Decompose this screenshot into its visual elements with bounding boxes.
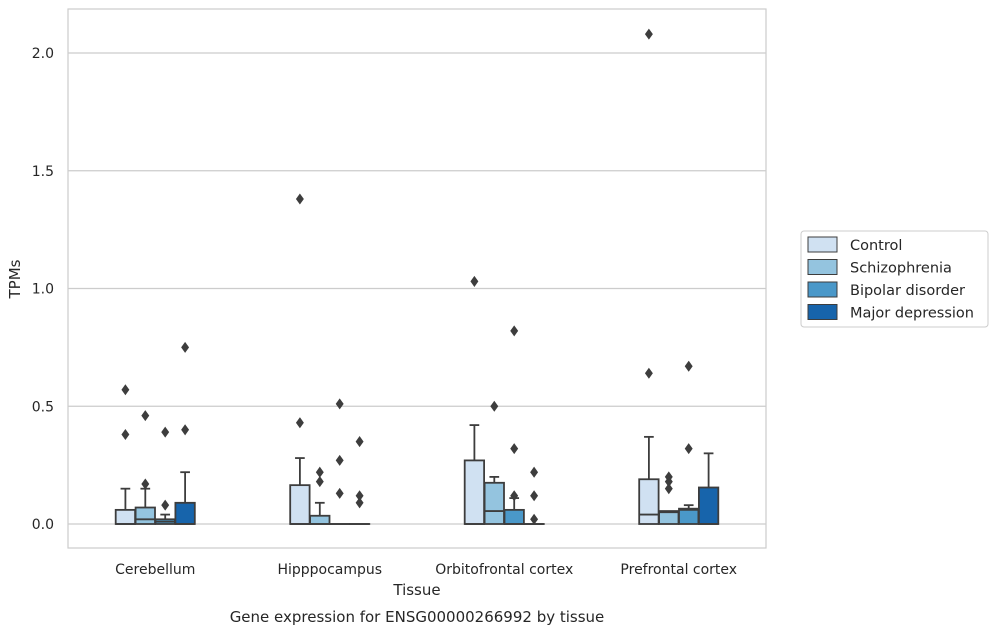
box-body — [463, 459, 486, 525]
y-tick-label: 1.5 — [32, 164, 54, 180]
outlier-point — [530, 466, 539, 478]
outlier-point — [141, 478, 150, 490]
outlier-point — [510, 443, 519, 455]
box-control — [638, 28, 660, 525]
outlier-point — [121, 428, 130, 441]
box-body — [134, 506, 156, 525]
chart-caption: Gene expression for ENSG00000266992 by t… — [230, 608, 605, 626]
outlier-point — [530, 490, 539, 502]
outlier-point — [295, 417, 304, 429]
outlier-point — [161, 426, 170, 438]
box-control — [289, 193, 311, 525]
legend-swatch — [807, 304, 838, 320]
outlier-point — [470, 275, 479, 287]
legend-frame — [800, 230, 989, 328]
box-body — [309, 514, 331, 525]
y-tick-label: 0.0 — [32, 517, 54, 533]
legend-label: Schizophrenia — [850, 261, 952, 277]
outlier-point — [684, 360, 693, 372]
y-axis-ticks: 0.0 0.5 1.0 1.5 2.0 — [32, 46, 54, 533]
plot-area — [67, 8, 767, 549]
outlier-point — [510, 490, 519, 502]
x-tick-label: Hipppocampus — [277, 562, 382, 578]
legend-label: Bipolar disorder — [850, 283, 965, 299]
box-bipolar-disorder — [329, 398, 351, 525]
outlier-point — [181, 424, 190, 436]
outlier-point — [141, 410, 150, 422]
box-body — [114, 508, 136, 525]
outlier-point — [335, 398, 344, 410]
box-bipolar-disorder — [503, 325, 525, 525]
outlier-point — [181, 341, 190, 353]
box-groups — [114, 28, 720, 525]
legend-swatch — [807, 259, 838, 275]
outlier-point — [315, 466, 324, 478]
x-axis-label: Tissue — [392, 581, 440, 599]
outlier-point — [490, 400, 499, 412]
y-tick-label: 1.0 — [32, 282, 54, 298]
box-schizophrenia — [134, 410, 156, 525]
box-major-depression — [174, 341, 196, 525]
outlier-point — [335, 454, 344, 466]
legend-swatch — [807, 236, 838, 253]
outlier-point — [355, 436, 364, 448]
legend: Control Schizophrenia Bipolar disorder Majo… — [800, 230, 989, 328]
box-major-depression — [698, 452, 720, 525]
x-tick-label: Orbitofrontal cortex — [435, 562, 573, 578]
outlier-point — [664, 471, 673, 483]
outlier-point — [510, 325, 519, 337]
outlier-point — [355, 497, 364, 509]
box-body — [638, 478, 660, 525]
box-body — [483, 481, 505, 525]
box-body — [503, 508, 525, 525]
box-body — [174, 501, 196, 525]
outlier-point — [664, 483, 673, 495]
outlier-point — [335, 487, 344, 499]
x-tick-label: Prefrontal cortex — [620, 562, 737, 578]
box-schizophrenia — [309, 466, 331, 525]
outlier-point — [644, 367, 653, 379]
outlier-point — [295, 193, 304, 205]
box-major-depression — [348, 436, 371, 525]
legend-swatch — [807, 281, 838, 298]
box-major-depression — [523, 466, 545, 525]
box-body — [289, 484, 311, 525]
box-body — [678, 507, 700, 525]
box-body — [698, 486, 720, 525]
outlier-point — [530, 513, 539, 525]
outlier-point — [121, 384, 130, 396]
x-tick-label: Cerebellum — [115, 562, 195, 578]
y-tick-label: 0.5 — [32, 399, 54, 415]
outlier-point — [644, 28, 653, 40]
y-axis-label: TPMs — [6, 259, 24, 299]
outlier-point — [315, 476, 324, 488]
outlier-point — [161, 499, 170, 511]
box-control — [463, 275, 486, 525]
box-control — [114, 384, 136, 525]
box-schizophrenia — [483, 400, 505, 525]
outlier-point — [355, 490, 364, 502]
outlier-point — [684, 443, 693, 455]
y-tick-label: 2.0 — [32, 46, 54, 62]
x-axis-ticks: Cerebellum Hipppocampus Orbitofrontal cort… — [115, 562, 737, 578]
legend-label: Major depression — [850, 306, 974, 322]
legend-label: Control — [850, 238, 902, 254]
